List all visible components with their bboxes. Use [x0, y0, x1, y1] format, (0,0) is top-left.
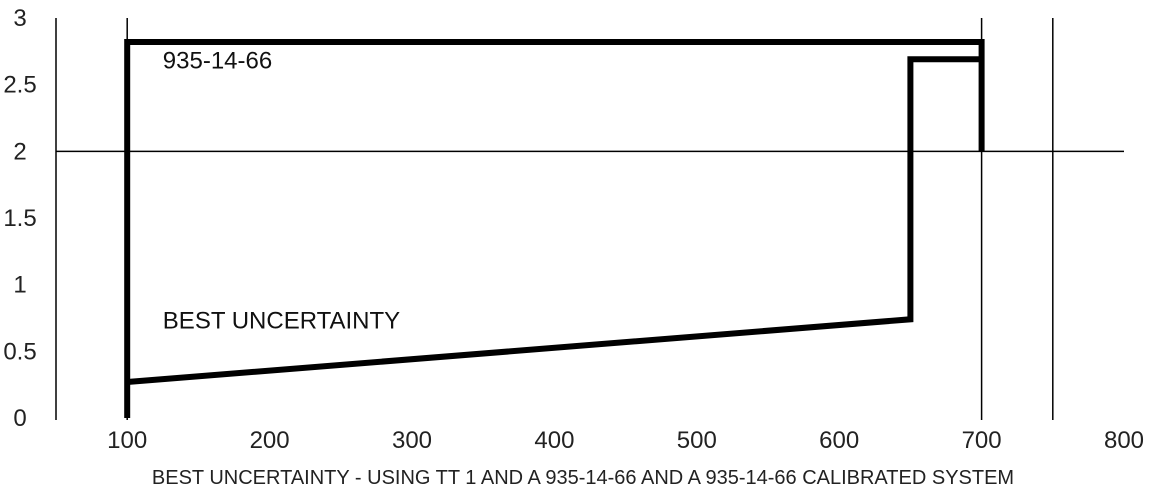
x-tick-label: 800: [1104, 427, 1144, 454]
series-annotations: 935-14-66 BEST UNCERTAINTY: [163, 48, 400, 335]
y-tick-label: 1.5: [3, 205, 36, 232]
y-tick-label: 2.5: [3, 72, 36, 99]
y-tick-label: 0.5: [3, 338, 36, 365]
x-tick-label: 600: [819, 427, 859, 454]
x-tick-label: 400: [534, 427, 574, 454]
y-tick-label: 3: [13, 5, 26, 32]
x-axis-ticks: 100 200 300 400 500 600 700 800: [107, 427, 1144, 454]
x-axis-label: BEST UNCERTAINTY - USING TT 1 AND A 935-…: [152, 467, 1014, 489]
series-label-935-14-66: 935-14-66: [163, 48, 272, 75]
x-tick-label: 500: [677, 427, 717, 454]
x-tick-label: 300: [392, 427, 432, 454]
y-tick-label: 0: [13, 405, 26, 432]
series-line-best-uncertainty: [126, 56, 982, 385]
y-axis-ticks: 0 0.5 1 1.5 2 2.5 3: [3, 5, 36, 432]
x-tick-label: 100: [107, 427, 147, 454]
series-lines: [124, 39, 985, 418]
x-tick-label: 700: [962, 427, 1002, 454]
series-label-best-uncertainty: BEST UNCERTAINTY: [163, 308, 400, 335]
x-tick-label: 200: [250, 427, 290, 454]
y-tick-label: 1: [13, 272, 26, 299]
y-tick-label: 2: [13, 138, 26, 165]
grid-lines: [55, 18, 1124, 420]
series-line-935-14-66: [124, 39, 985, 418]
